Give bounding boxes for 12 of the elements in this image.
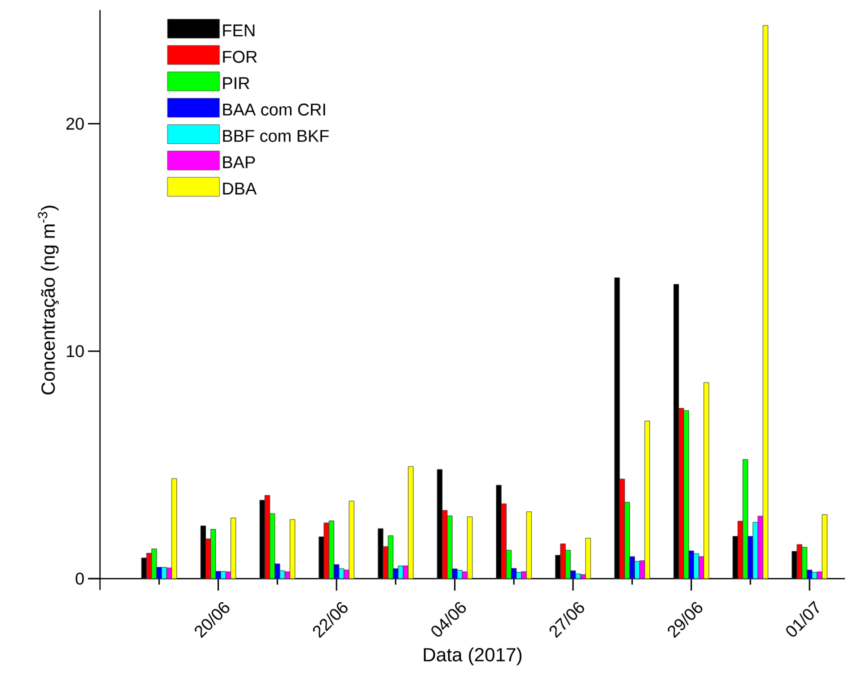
legend-label: FOR — [223, 50, 257, 63]
legend-label: BAA com CRI — [223, 104, 326, 116]
legend-label: DBA — [223, 182, 257, 194]
legend-label: BAP — [223, 156, 255, 168]
y-tick-label: 10 — [66, 345, 84, 358]
legend-label: PIR — [223, 77, 250, 90]
y-tick-label: 0 — [76, 572, 84, 585]
x-axis-title: Data (2017) — [424, 648, 522, 666]
legend-label: FEN — [223, 24, 254, 36]
y-axis-title: Concentração (ng m$^{-3}$) — [38, 206, 59, 394]
legend-label: BBF com BKF — [223, 130, 329, 142]
y-tick-label: 20 — [66, 118, 84, 130]
